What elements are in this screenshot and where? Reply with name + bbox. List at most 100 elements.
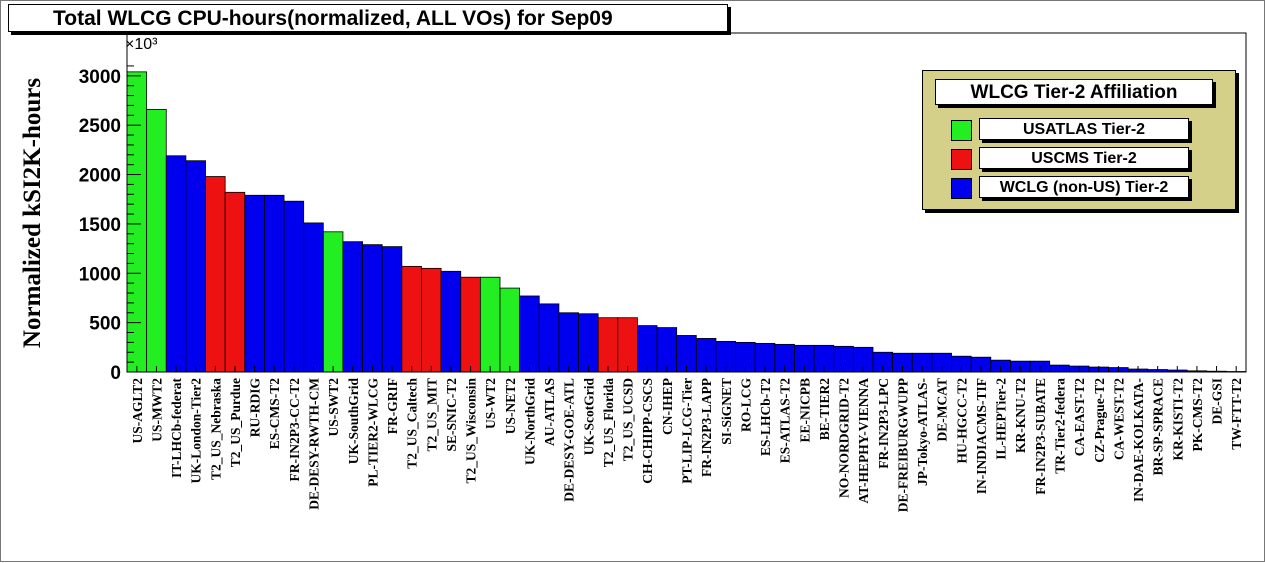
bar [284,201,304,372]
legend-label-wclg: WCLG (non-US) Tier-2 [979,176,1189,198]
legend-swatch-uscms [951,149,972,170]
x-tick-label: ES-LHCb-T2 [758,378,773,456]
bar [363,245,383,372]
legend-label-uscms: USCMS Tier-2 [979,147,1189,169]
x-tick-label: UK-ScotGrid [581,378,596,456]
bar [402,266,422,372]
x-tick-label: SI-SiGNET [719,378,734,445]
x-tick-label: CH-CHIPP-CSCS [640,378,655,484]
bar [500,288,520,372]
y-axis-label: Normalized kSI2K-hours [19,78,47,348]
x-tick-label: US-MWT2 [149,378,164,442]
x-tick-label: KR-KNU-T2 [1013,378,1028,453]
y-multiplier-label: ×10³ [125,36,158,53]
x-tick-label: SE-SNIC-T2 [444,378,459,452]
bar [461,277,481,372]
x-tick-label: DE-FREIBURGWUPP [895,378,910,512]
bar [206,177,226,372]
bar [245,195,265,372]
x-tick-label: PK-CMS-T2 [1190,378,1205,452]
x-tick-label: IN-INDIACMS-TIF [974,378,989,494]
x-tick-label: US-NET2 [503,378,518,435]
x-tick-label: ES-ATLAS-T2 [778,378,793,464]
y-tick-label: 1500 [79,215,121,236]
x-tick-label: UK-London-Tier2 [189,378,204,484]
x-tick-label: T2_US_Nebraska [208,378,223,480]
x-tick-label: DE-DESY-RWTH-CM [307,378,322,510]
y-tick-label: 3000 [79,67,121,88]
y-tick-label: 2500 [79,116,121,137]
x-tick-label: CZ-Prague-T2 [1092,378,1107,463]
bar [323,232,343,372]
x-tick-label: T2_US_Florida [601,378,616,468]
x-tick-label: CN-IHEP [660,378,675,435]
x-tick-label: FR-IN2P3-SUBATE [1033,378,1048,495]
x-tick-label: PT-LIP-LCG-Tier [680,378,695,484]
x-tick-label: JP-Tokyo-ATLAS- [915,378,930,486]
x-tick-label: PL-TIER2-WLCG [365,378,380,487]
x-tick-label: CA-EAST-T2 [1072,378,1087,457]
x-tick-label: T2_US_MIT [424,378,439,452]
x-tick-label: EE-NICPB [797,378,812,443]
bar [147,109,167,372]
x-tick-label: UK-NorthGrid [522,378,537,465]
x-tick-label: HU-HGCC-T2 [954,378,969,464]
bar [579,314,599,372]
x-tick-label: DE-GSI [1210,378,1225,425]
x-tick-label: BE-TIER2 [817,378,832,441]
x-tick-label: US-WT2 [483,378,498,429]
bar [382,247,402,372]
legend-swatch-usatlas [951,120,972,141]
x-tick-label: T2_US_Caltech [405,378,420,469]
chart-title: Total WLCG CPU-hours(normalized, ALL VOs… [8,4,728,32]
legend-swatch-wclg [951,178,972,199]
x-tick-label: TR-Tier2-federa [1053,378,1068,474]
legend-title: WLCG Tier-2 Affiliation [935,79,1213,105]
bar [127,72,147,372]
x-tick-label: RO-LCG [738,378,753,432]
y-tick-label: 0 [110,363,121,384]
bar [618,318,638,372]
x-tick-label: ES-CMS-T2 [267,378,282,450]
x-tick-label: KR-KISTI-T2 [1170,378,1185,461]
bar [264,195,284,372]
bar [186,161,206,372]
bar [520,296,540,372]
x-tick-label: DE-DESY-GOE-ATL [562,378,577,502]
x-tick-label: T2_US_Wisconsin [464,378,479,484]
x-tick-label: IN-DAE-KOLKATA- [1131,378,1146,502]
x-tick-label: FR-GRIF [385,378,400,434]
x-tick-label: FR-IN2P3-LAPP [699,378,714,477]
x-tick-label: BR-SP-SPRACE [1151,378,1166,476]
x-tick-label: FR-IN2P3-CC-T2 [287,378,302,482]
y-tick-label: 500 [89,314,121,335]
x-tick-label: RU-RDIG [248,378,263,438]
y-tick-label: 2000 [79,166,121,187]
bar [657,328,677,372]
x-tick-label: T2_US_Purdue [228,378,243,467]
x-tick-label: AT-HEPHY-VIENNA [856,378,871,504]
bar [539,304,559,372]
bar [441,271,461,372]
bar [421,268,441,372]
x-tick-label: UK-SouthGrid [346,378,361,465]
x-tick-label: CA-WEST-T2 [1111,378,1126,460]
x-tick-label: TW-FTT-T2 [1229,378,1244,450]
bar [598,318,618,372]
bar [637,326,657,372]
x-tick-label: AU-ATLAS [542,378,557,446]
bar [225,192,245,372]
x-tick-label: NO-NORDGRID-T2 [837,378,852,498]
bar [343,242,363,372]
x-tick-label: IL-HEPTier-2 [994,378,1009,460]
bar [304,223,324,372]
x-tick-label: US-SWT2 [326,378,341,437]
y-tick-label: 1000 [79,264,121,285]
x-tick-label: DE-MCAT [935,378,950,442]
x-tick-label: T2_US_UCSD [621,378,636,462]
bar [559,313,579,372]
legend: WLCG Tier-2 Affiliation USATLAS Tier-2 U… [922,70,1236,210]
bar [166,156,186,372]
legend-label-usatlas: USATLAS Tier-2 [979,118,1189,140]
